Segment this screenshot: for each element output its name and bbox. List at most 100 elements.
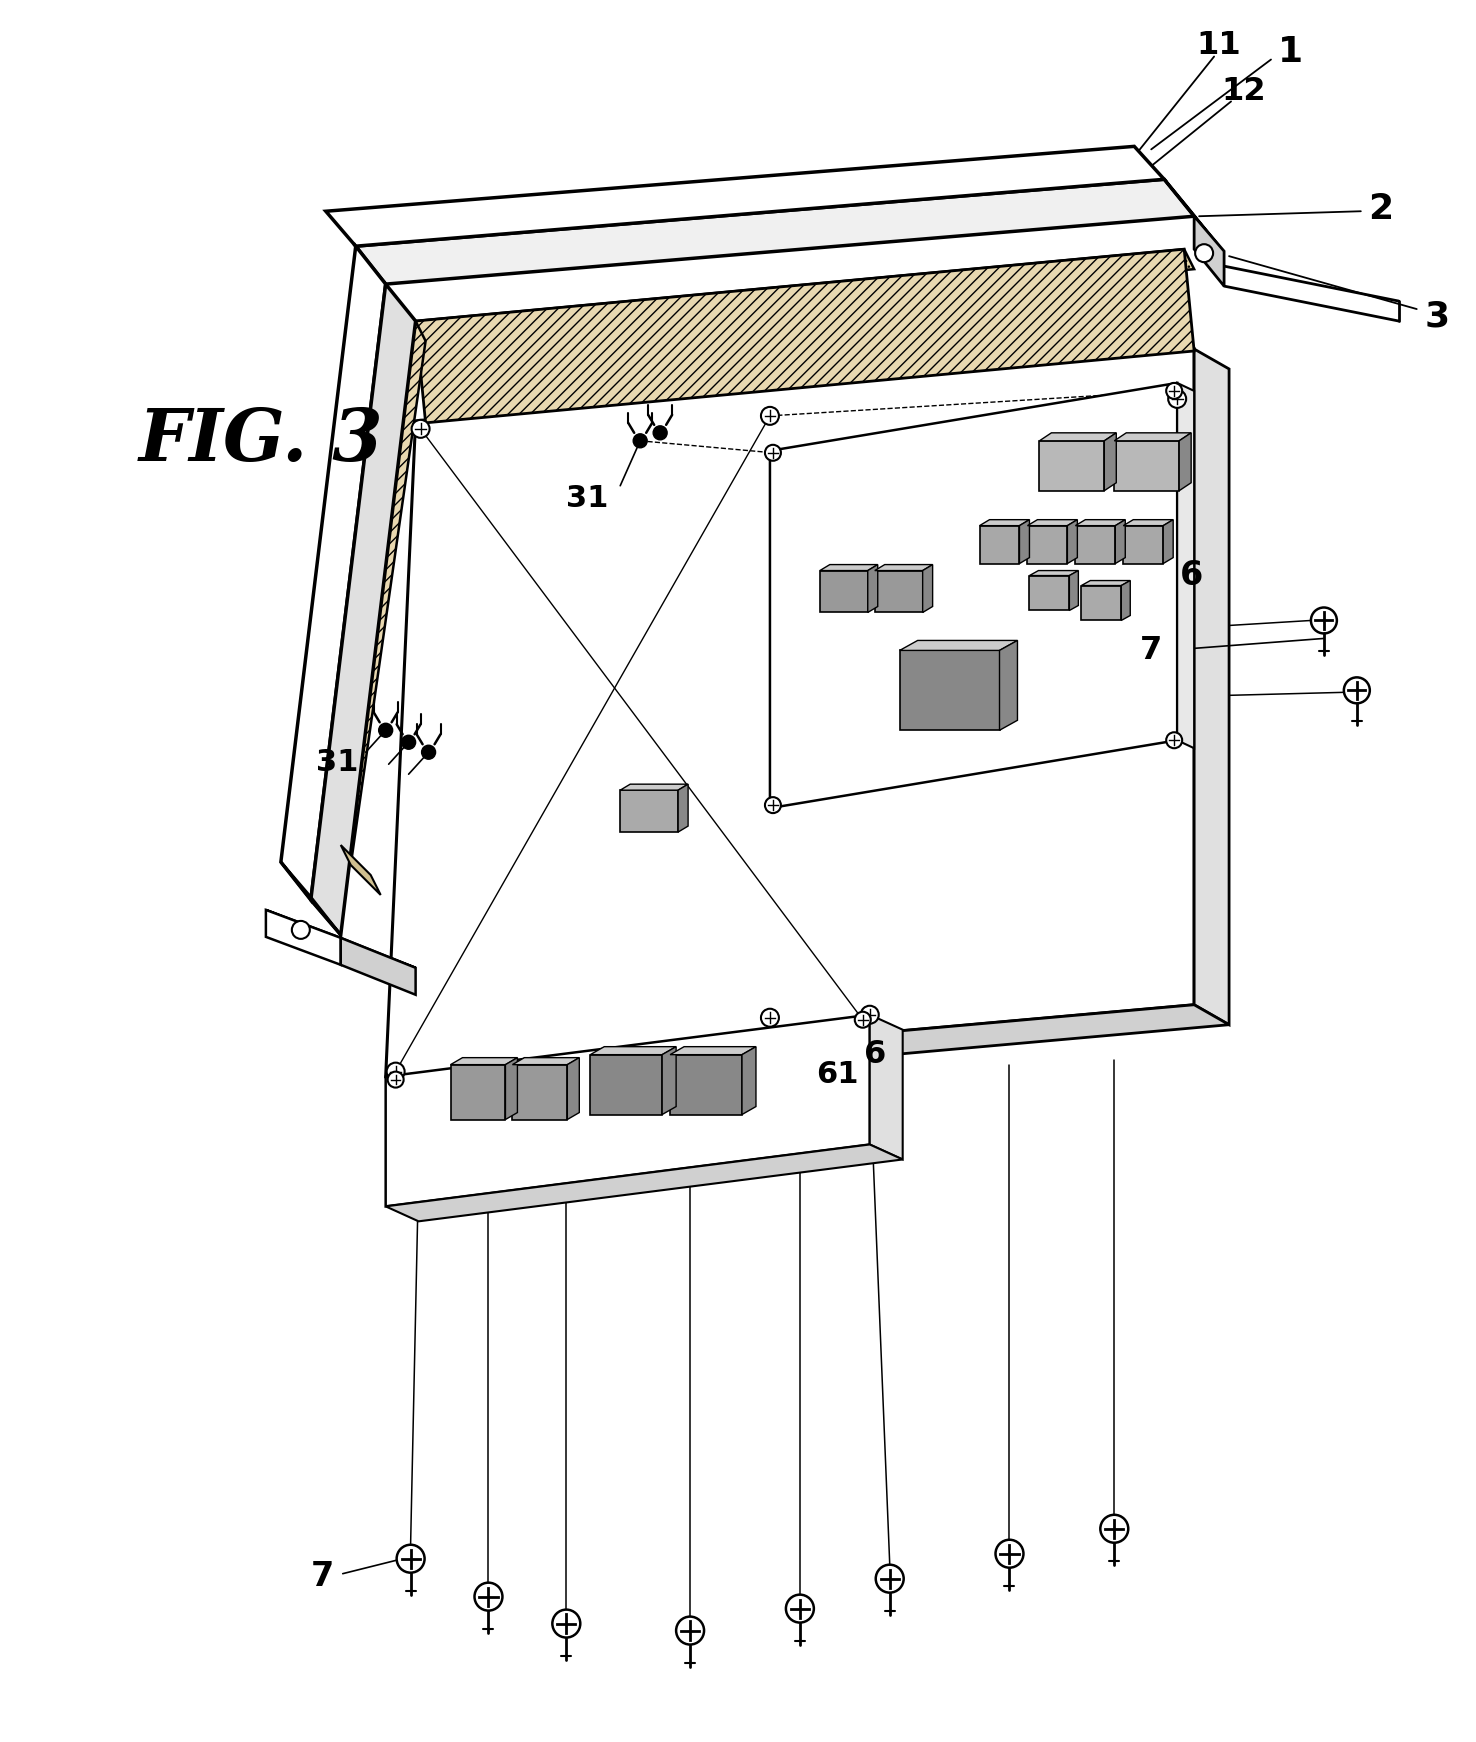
Polygon shape bbox=[1123, 519, 1173, 526]
Polygon shape bbox=[1123, 526, 1163, 564]
Polygon shape bbox=[280, 862, 341, 935]
Polygon shape bbox=[980, 519, 1029, 526]
Polygon shape bbox=[311, 284, 416, 935]
Text: 12: 12 bbox=[1222, 77, 1266, 106]
Polygon shape bbox=[620, 791, 677, 833]
Circle shape bbox=[412, 420, 430, 437]
Polygon shape bbox=[416, 249, 1194, 423]
Polygon shape bbox=[1116, 519, 1125, 564]
Polygon shape bbox=[512, 1064, 567, 1120]
Polygon shape bbox=[341, 845, 381, 895]
Polygon shape bbox=[341, 937, 416, 995]
Circle shape bbox=[995, 1540, 1023, 1568]
Polygon shape bbox=[900, 650, 999, 730]
Polygon shape bbox=[1179, 432, 1191, 491]
Polygon shape bbox=[900, 641, 1017, 650]
Polygon shape bbox=[450, 1057, 518, 1064]
Circle shape bbox=[785, 1594, 813, 1622]
Polygon shape bbox=[1076, 526, 1116, 564]
Text: 31: 31 bbox=[316, 747, 359, 777]
Polygon shape bbox=[1114, 432, 1191, 441]
Circle shape bbox=[765, 444, 781, 462]
Circle shape bbox=[387, 1063, 404, 1080]
Circle shape bbox=[762, 408, 779, 425]
Text: 7: 7 bbox=[1139, 634, 1162, 665]
Polygon shape bbox=[1178, 383, 1194, 749]
Circle shape bbox=[861, 1005, 878, 1024]
Polygon shape bbox=[356, 179, 1194, 284]
Polygon shape bbox=[1029, 571, 1079, 575]
Polygon shape bbox=[742, 1047, 756, 1115]
Polygon shape bbox=[1165, 179, 1219, 246]
Polygon shape bbox=[980, 526, 1020, 564]
Polygon shape bbox=[1122, 580, 1131, 620]
Polygon shape bbox=[341, 321, 425, 866]
Circle shape bbox=[1196, 244, 1213, 261]
Polygon shape bbox=[1082, 585, 1122, 620]
Polygon shape bbox=[1029, 575, 1070, 610]
Polygon shape bbox=[266, 909, 416, 969]
Polygon shape bbox=[869, 1016, 903, 1160]
Polygon shape bbox=[1194, 348, 1230, 1024]
Circle shape bbox=[292, 922, 310, 939]
Polygon shape bbox=[590, 1054, 663, 1115]
Polygon shape bbox=[1082, 580, 1131, 585]
Circle shape bbox=[397, 1545, 425, 1573]
Polygon shape bbox=[1194, 216, 1224, 286]
Text: 11: 11 bbox=[1197, 30, 1241, 61]
Polygon shape bbox=[1027, 526, 1067, 564]
Text: 1: 1 bbox=[1278, 35, 1303, 68]
Polygon shape bbox=[1039, 441, 1104, 491]
Polygon shape bbox=[770, 383, 1178, 808]
Polygon shape bbox=[512, 1057, 579, 1064]
Text: 31: 31 bbox=[565, 484, 608, 514]
Polygon shape bbox=[385, 348, 1194, 1077]
Polygon shape bbox=[326, 146, 1165, 246]
Circle shape bbox=[875, 1564, 903, 1592]
Polygon shape bbox=[1039, 432, 1116, 441]
Circle shape bbox=[1311, 608, 1337, 634]
Polygon shape bbox=[663, 1047, 676, 1115]
Circle shape bbox=[388, 1071, 403, 1087]
Circle shape bbox=[422, 746, 435, 760]
Circle shape bbox=[1343, 678, 1370, 704]
Circle shape bbox=[1166, 383, 1182, 399]
Polygon shape bbox=[875, 564, 933, 571]
Circle shape bbox=[765, 798, 781, 814]
Polygon shape bbox=[1027, 519, 1077, 526]
Polygon shape bbox=[450, 1064, 505, 1120]
Polygon shape bbox=[677, 784, 688, 833]
Circle shape bbox=[1166, 732, 1182, 749]
Circle shape bbox=[654, 425, 667, 439]
Text: 6: 6 bbox=[863, 1040, 886, 1070]
Circle shape bbox=[1100, 1516, 1128, 1543]
Polygon shape bbox=[590, 1047, 676, 1054]
Polygon shape bbox=[1067, 519, 1077, 564]
Circle shape bbox=[633, 434, 646, 448]
Polygon shape bbox=[1104, 432, 1116, 491]
Circle shape bbox=[379, 723, 393, 737]
Polygon shape bbox=[385, 1144, 903, 1221]
Polygon shape bbox=[1114, 441, 1179, 491]
Polygon shape bbox=[385, 1005, 1230, 1096]
Text: FIG. 3: FIG. 3 bbox=[139, 406, 384, 476]
Polygon shape bbox=[819, 571, 868, 613]
Circle shape bbox=[762, 1009, 779, 1026]
Polygon shape bbox=[999, 641, 1017, 730]
Polygon shape bbox=[620, 784, 688, 791]
Text: 6: 6 bbox=[1179, 559, 1203, 592]
Circle shape bbox=[552, 1610, 580, 1637]
Polygon shape bbox=[875, 571, 922, 613]
Polygon shape bbox=[266, 909, 341, 965]
Circle shape bbox=[474, 1583, 502, 1611]
Polygon shape bbox=[868, 564, 878, 613]
Polygon shape bbox=[1163, 519, 1173, 564]
Text: 3: 3 bbox=[1424, 300, 1449, 333]
Circle shape bbox=[401, 735, 416, 749]
Circle shape bbox=[1168, 390, 1187, 408]
Circle shape bbox=[676, 1617, 704, 1644]
Polygon shape bbox=[670, 1054, 742, 1115]
Polygon shape bbox=[1076, 519, 1125, 526]
Polygon shape bbox=[922, 564, 933, 613]
Polygon shape bbox=[819, 564, 878, 571]
